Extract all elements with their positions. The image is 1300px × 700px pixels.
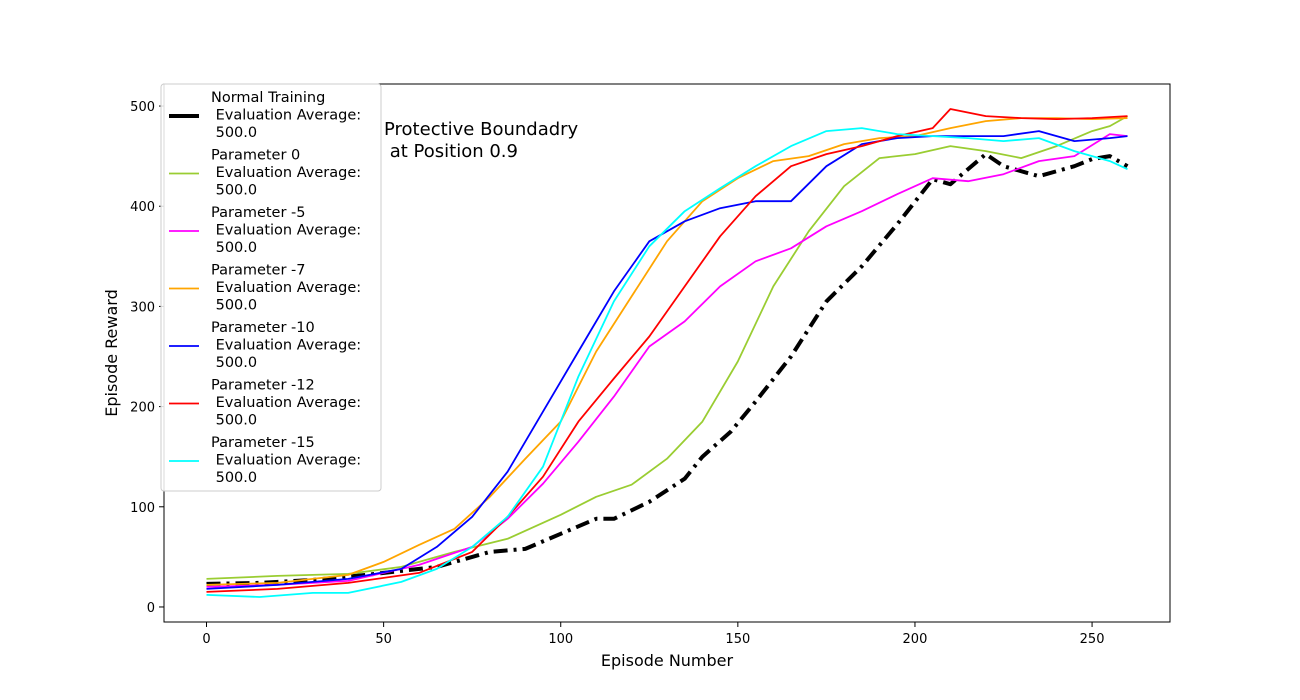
chart-annotation: Protective Boundadry at Position 0.9: [384, 119, 579, 162]
y-tick-label: 200: [130, 401, 155, 416]
series-line-4: [206, 130, 1128, 590]
x-tick-label: 0: [202, 632, 210, 647]
series-line-5: [206, 108, 1128, 593]
series-layer: [206, 108, 1129, 598]
x-axis: 0 50 100 150 200 250: [202, 622, 1104, 647]
y-axis: 0 100 200 300 400 500: [130, 100, 164, 616]
legend-entry-5: Parameter -12 Evaluation Average: 500.0: [211, 378, 361, 429]
y-axis-label: Episode Reward: [102, 289, 121, 417]
legend: Normal Training Evaluation Average: 500.…: [160, 83, 382, 492]
legend-entry-3: Parameter -7 Evaluation Average: 500.0: [211, 263, 361, 314]
y-tick-label: 400: [130, 200, 155, 215]
x-tick-label: 50: [375, 632, 392, 647]
legend-entry-4: Parameter -10 Evaluation Average: 500.0: [211, 320, 361, 371]
y-tick-label: 300: [130, 300, 155, 315]
legend-entry-1: Parameter 0 Evaluation Average: 500.0: [211, 148, 361, 199]
legend-entry-2: Parameter -5 Evaluation Average: 500.0: [211, 205, 361, 256]
x-axis-label: Episode Number: [601, 651, 734, 670]
x-tick-label: 150: [725, 632, 750, 647]
series-line-6: [206, 127, 1128, 598]
annotation-line: at Position 0.9: [384, 141, 518, 162]
legend-entry-0: Normal Training Evaluation Average: 500.…: [211, 90, 361, 141]
x-tick-label: 250: [1080, 632, 1105, 647]
series-line-3: [206, 117, 1128, 586]
x-tick-label: 200: [903, 632, 928, 647]
series-line-2: [206, 133, 1128, 588]
series-line-1: [206, 115, 1128, 580]
annotation-line: Protective Boundadry: [384, 119, 579, 140]
y-tick-label: 100: [130, 501, 155, 516]
y-tick-label: 0: [147, 601, 155, 616]
y-tick-label: 500: [130, 100, 155, 115]
legend-box: [160, 83, 382, 492]
x-tick-label: 100: [548, 632, 573, 647]
legend-entry-6: Parameter -15 Evaluation Average: 500.0: [211, 435, 361, 486]
